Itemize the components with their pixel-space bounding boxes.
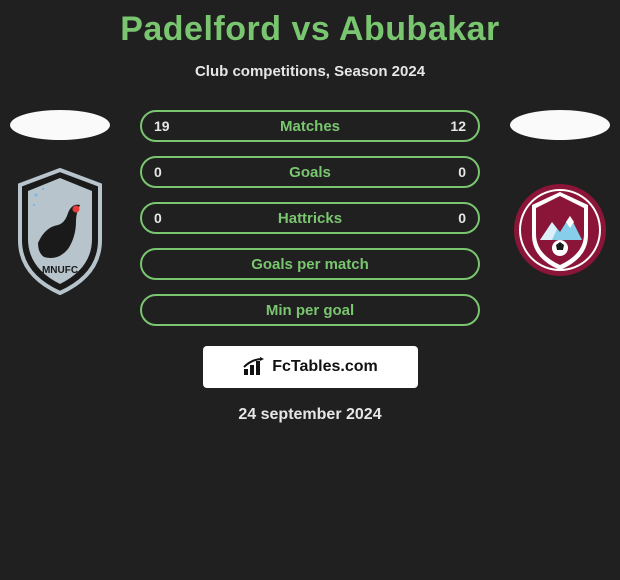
stat-row: 0 Hattricks 0: [140, 202, 480, 234]
stat-label: Min per goal: [266, 302, 354, 319]
attribution-text: FcTables.com: [272, 358, 378, 376]
svg-text:MNUFC: MNUFC: [42, 265, 78, 276]
right-club-badge: [510, 165, 610, 295]
colorado-rapids-badge-icon: [510, 180, 610, 280]
left-swoosh-icon: [10, 110, 110, 140]
stat-value-right: 12: [450, 118, 466, 134]
stat-label: Goals per match: [251, 256, 369, 273]
right-player-column: [500, 110, 620, 295]
stat-label: Hattricks: [278, 210, 342, 227]
stat-label: Matches: [280, 118, 340, 135]
stat-label: Goals: [289, 164, 331, 181]
comparison-panel: MNUFC 19 Matches 12: [0, 110, 620, 424]
stat-row: 0 Goals 0: [140, 156, 480, 188]
stat-value-right: 0: [458, 210, 466, 226]
stat-value-right: 0: [458, 164, 466, 180]
stats-bar-list: 19 Matches 12 0 Goals 0 0 Hattricks 0 Go…: [140, 110, 480, 326]
stat-row: Min per goal: [140, 294, 480, 326]
stat-row: 19 Matches 12: [140, 110, 480, 142]
left-player-column: MNUFC: [0, 110, 120, 295]
left-club-badge: MNUFC: [10, 165, 110, 295]
subtitle: Club competitions, Season 2024: [0, 63, 620, 80]
stat-value-left: 19: [154, 118, 170, 134]
attribution-card: FcTables.com: [203, 346, 418, 388]
page-title: Padelford vs Abubakar: [0, 0, 620, 49]
right-swoosh-icon: [510, 110, 610, 140]
stat-value-left: 0: [154, 210, 162, 226]
fctables-logo-icon: [242, 357, 266, 377]
stat-row: Goals per match: [140, 248, 480, 280]
minnesota-united-badge-icon: MNUFC: [10, 165, 110, 295]
date-text: 24 september 2024: [0, 406, 620, 424]
stat-value-left: 0: [154, 164, 162, 180]
